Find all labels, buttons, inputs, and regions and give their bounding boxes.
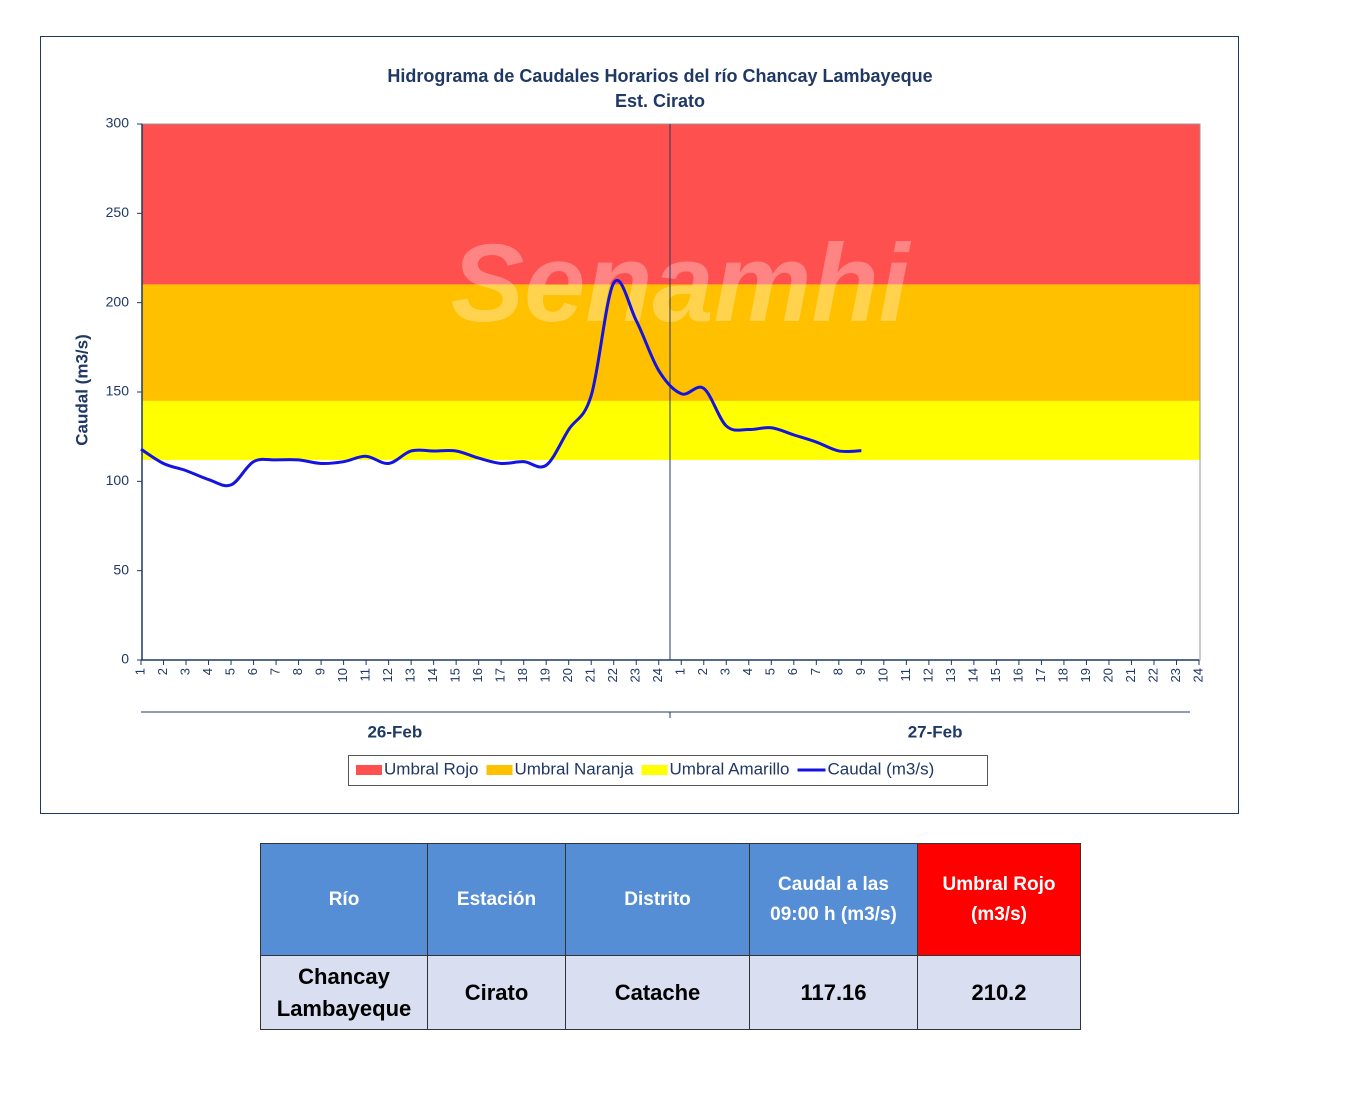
x-tick-label: 8 bbox=[830, 668, 845, 675]
x-tick-label: 10 bbox=[875, 668, 890, 682]
y-tick-label: 250 bbox=[106, 204, 130, 220]
header-cell: Umbral Rojo (m3/s) bbox=[917, 843, 1081, 956]
x-tick-label: 5 bbox=[222, 668, 237, 675]
y-tick-label: 0 bbox=[121, 651, 129, 667]
x-tick-label: 17 bbox=[1033, 668, 1048, 682]
x-tick-label: 7 bbox=[268, 668, 283, 675]
x-tick-label: 1 bbox=[673, 668, 688, 675]
y-tick-label: 100 bbox=[106, 472, 130, 488]
cell: Cirato bbox=[427, 955, 566, 1030]
x-tick-label: 8 bbox=[290, 668, 305, 675]
x-tick-label: 10 bbox=[335, 668, 350, 682]
y-axis-title: Caudal (m3/s) bbox=[72, 334, 91, 445]
x-tick-label: 3 bbox=[718, 668, 733, 675]
legend-swatch bbox=[356, 765, 382, 775]
cell: 117.16 bbox=[749, 955, 918, 1030]
x-tick-label: 13 bbox=[943, 668, 958, 682]
x-tick-label: 12 bbox=[920, 668, 935, 682]
x-tick-label: 1 bbox=[132, 668, 147, 675]
chart: Hidrograma de Caudales Horarios del río … bbox=[40, 36, 1239, 814]
x-tick-label: 4 bbox=[740, 668, 755, 675]
x-tick-label: 23 bbox=[1168, 668, 1183, 682]
group-label: 26-Feb bbox=[367, 722, 422, 741]
x-tick-label: 17 bbox=[493, 668, 508, 682]
chart-subtitle: Est. Cirato bbox=[615, 91, 705, 111]
x-tick-label: 11 bbox=[898, 668, 913, 682]
x-tick-label: 7 bbox=[808, 668, 823, 675]
header-cell: Estación bbox=[427, 843, 566, 956]
x-tick-label: 18 bbox=[515, 668, 530, 682]
x-tick-label: 20 bbox=[560, 668, 575, 682]
y-tick-label: 300 bbox=[106, 115, 130, 131]
cell: 210.2 bbox=[917, 955, 1081, 1030]
x-tick-label: 18 bbox=[1055, 668, 1070, 682]
x-tick-label: 14 bbox=[425, 668, 440, 682]
x-tick-label: 2 bbox=[155, 668, 170, 675]
x-tick-label: 22 bbox=[605, 668, 620, 682]
legend-swatch bbox=[486, 765, 513, 775]
cell: Catache bbox=[565, 955, 750, 1030]
x-tick-label: 19 bbox=[1078, 668, 1093, 682]
legend-label: Umbral Amarillo bbox=[670, 759, 790, 778]
x-tick-label: 9 bbox=[313, 668, 328, 675]
threshold-band bbox=[142, 284, 1200, 401]
x-tick-label: 21 bbox=[1123, 668, 1138, 682]
x-tick-label: 3 bbox=[177, 668, 192, 675]
x-tick-label: 6 bbox=[785, 668, 800, 675]
info-table: Río Estación Distrito Caudal a las 09:00… bbox=[260, 843, 1081, 1030]
header-row: Río Estación Distrito Caudal a las 09:00… bbox=[260, 843, 1081, 956]
data-row: Chancay Lambayeque Cirato Catache 117.16… bbox=[260, 955, 1081, 1030]
legend-label: Umbral Naranja bbox=[514, 759, 634, 778]
x-tick-label: 16 bbox=[470, 668, 485, 682]
x-tick-label: 15 bbox=[448, 668, 463, 682]
y-tick-label: 200 bbox=[106, 293, 130, 309]
x-tick-label: 6 bbox=[245, 668, 260, 675]
x-tick-label: 12 bbox=[380, 668, 395, 682]
legend-box bbox=[348, 755, 988, 786]
x-tick-label: 9 bbox=[853, 668, 868, 675]
x-tick-label: 20 bbox=[1100, 668, 1115, 682]
x-tick-label: 16 bbox=[1010, 668, 1025, 682]
group-label: 27-Feb bbox=[908, 722, 963, 741]
y-tick-label: 50 bbox=[113, 561, 129, 577]
threshold-band bbox=[142, 124, 1200, 285]
x-tick-label: 2 bbox=[695, 668, 710, 675]
x-tick-label: 11 bbox=[358, 668, 373, 682]
x-tick-label: 15 bbox=[988, 668, 1003, 682]
x-tick-label: 22 bbox=[1145, 668, 1160, 682]
x-tick-label: 24 bbox=[650, 668, 665, 682]
threshold-band bbox=[142, 400, 1200, 460]
x-tick-label: 13 bbox=[403, 668, 418, 682]
x-tick-label: 19 bbox=[538, 668, 553, 682]
cell: Chancay Lambayeque bbox=[260, 955, 428, 1030]
x-tick-label: 21 bbox=[583, 668, 598, 682]
legend-swatch bbox=[641, 765, 668, 775]
header-cell: Distrito bbox=[565, 843, 750, 956]
x-tick-label: 24 bbox=[1190, 668, 1205, 682]
watermark: Senamhi bbox=[451, 222, 912, 345]
x-tick-label: 5 bbox=[763, 668, 778, 675]
x-tick-label: 23 bbox=[628, 668, 643, 682]
header-cell: Caudal a las 09:00 h (m3/s) bbox=[749, 843, 918, 956]
x-tick-label: 14 bbox=[965, 668, 980, 682]
series-line bbox=[140, 279, 862, 488]
header-cell: Río bbox=[260, 843, 428, 956]
legend-label: Umbral Rojo bbox=[384, 759, 478, 778]
y-tick-label: 150 bbox=[106, 383, 130, 399]
x-tick-label: 4 bbox=[200, 668, 215, 675]
legend-label: Caudal (m3/s) bbox=[828, 759, 935, 778]
chart-title: Hidrograma de Caudales Horarios del río … bbox=[387, 66, 932, 86]
